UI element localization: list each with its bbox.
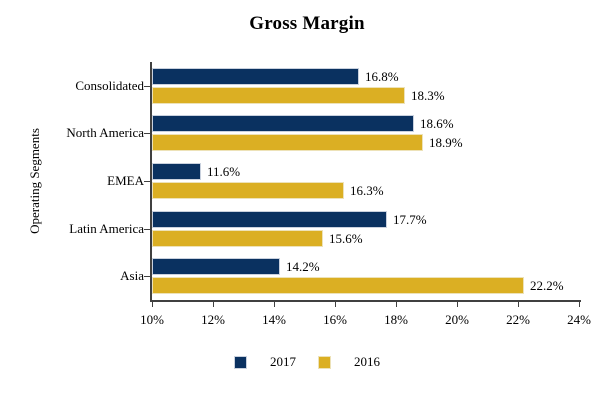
legend: 2017 2016 [0, 354, 614, 370]
category-tick [144, 86, 150, 87]
category-tick [144, 181, 150, 182]
bar-2016-asia [152, 277, 524, 294]
category-label-latin-america: Latin America [69, 221, 144, 236]
x-tick [517, 302, 519, 307]
bar-2016-latin-america [152, 230, 323, 247]
x-tick [151, 302, 153, 307]
legend-item-2016: 2016 [318, 354, 380, 370]
bar-2016-consolidated [152, 87, 405, 104]
x-tick [212, 302, 214, 307]
bar-2017-north-america [152, 115, 414, 132]
value-label-2017-north-america: 18.6% [420, 115, 454, 131]
legend-swatch-2017 [234, 355, 247, 369]
x-tick-label-18-: 18% [384, 312, 408, 327]
bar-2016-emea [152, 182, 344, 199]
x-tick-label-12-: 12% [201, 312, 225, 327]
x-tick [395, 302, 397, 307]
x-tick [273, 302, 275, 307]
y-axis-line [150, 62, 152, 302]
category-label-consolidated: Consolidated [75, 78, 144, 93]
chart-title: Gross Margin [249, 13, 365, 34]
x-tick-label-22-: 22% [506, 312, 530, 327]
bar-2017-consolidated [152, 68, 359, 85]
value-label-2016-asia: 22.2% [530, 277, 564, 293]
x-tick-label-14-: 14% [262, 312, 286, 327]
value-label-2017-asia: 14.2% [286, 258, 320, 274]
value-label-2017-consolidated: 16.8% [365, 68, 399, 84]
legend-item-2017: 2017 [234, 354, 296, 370]
x-tick [334, 302, 336, 307]
category-label-emea: EMEA [107, 173, 144, 188]
legend-swatch-2016 [318, 355, 331, 369]
bar-2017-emea [152, 163, 201, 180]
value-label-2016-emea: 16.3% [350, 182, 384, 198]
x-tick [578, 302, 580, 307]
bar-2016-north-america [152, 134, 423, 151]
category-tick [144, 276, 150, 277]
value-label-2016-north-america: 18.9% [429, 134, 463, 150]
category-tick [144, 133, 150, 134]
x-tick-label-16-: 16% [323, 312, 347, 327]
category-tick [144, 229, 150, 230]
x-tick-label-20-: 20% [445, 312, 469, 327]
bar-2017-asia [152, 258, 280, 275]
legend-label-2017: 2017 [270, 354, 296, 369]
value-label-2016-latin-america: 15.6% [329, 230, 363, 246]
value-label-2017-latin-america: 17.7% [393, 211, 427, 227]
x-axis-line [150, 300, 581, 302]
value-label-2016-consolidated: 18.3% [411, 87, 445, 103]
value-label-2017-emea: 11.6% [207, 163, 241, 179]
x-tick-label-24-: 24% [567, 312, 591, 327]
legend-label-2016: 2016 [354, 354, 380, 369]
x-tick-label-10-: 10% [140, 312, 164, 327]
category-label-asia: Asia [120, 268, 144, 283]
category-label-north-america: North America [66, 125, 144, 140]
bar-2017-latin-america [152, 211, 387, 228]
x-tick [456, 302, 458, 307]
